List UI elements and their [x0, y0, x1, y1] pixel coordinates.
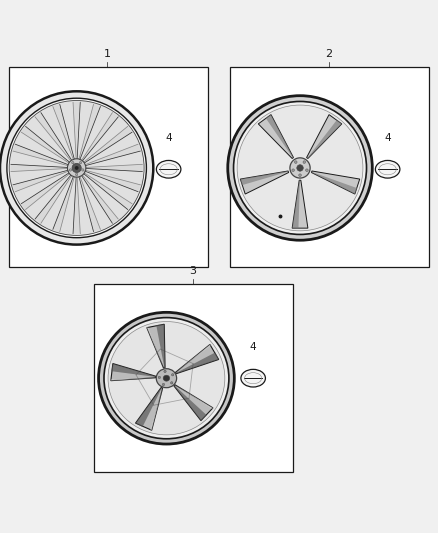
Polygon shape [175, 385, 213, 409]
Polygon shape [174, 385, 213, 421]
FancyBboxPatch shape [230, 67, 429, 266]
Polygon shape [82, 126, 132, 164]
Polygon shape [174, 385, 207, 421]
Polygon shape [53, 104, 75, 161]
Polygon shape [240, 171, 288, 185]
Polygon shape [11, 164, 70, 172]
Polygon shape [307, 120, 342, 158]
Polygon shape [81, 112, 118, 163]
Circle shape [292, 169, 294, 172]
Polygon shape [111, 378, 155, 381]
Polygon shape [35, 173, 73, 223]
Circle shape [228, 96, 372, 240]
Polygon shape [258, 115, 293, 158]
FancyBboxPatch shape [94, 284, 293, 472]
Polygon shape [311, 171, 360, 194]
Text: 4: 4 [250, 342, 257, 352]
Ellipse shape [156, 160, 181, 178]
Polygon shape [150, 388, 162, 430]
Polygon shape [135, 387, 162, 430]
Polygon shape [81, 173, 118, 223]
Circle shape [9, 101, 144, 236]
Polygon shape [78, 174, 100, 232]
Polygon shape [111, 364, 156, 381]
Circle shape [303, 161, 306, 164]
Circle shape [172, 374, 174, 376]
Polygon shape [176, 344, 211, 373]
Polygon shape [240, 171, 289, 194]
Polygon shape [311, 172, 357, 194]
Polygon shape [292, 180, 300, 229]
Circle shape [170, 382, 173, 384]
Circle shape [294, 161, 297, 164]
Polygon shape [35, 112, 73, 163]
FancyBboxPatch shape [9, 67, 208, 266]
Circle shape [79, 161, 81, 164]
Polygon shape [307, 115, 342, 158]
Circle shape [290, 158, 310, 178]
Polygon shape [156, 324, 165, 368]
Polygon shape [73, 175, 80, 234]
Circle shape [0, 91, 153, 245]
Polygon shape [82, 172, 132, 209]
Circle shape [69, 169, 71, 171]
Circle shape [299, 174, 301, 176]
Polygon shape [73, 102, 80, 161]
Circle shape [75, 173, 78, 175]
Circle shape [67, 159, 86, 177]
Circle shape [158, 376, 160, 378]
Circle shape [72, 161, 74, 164]
Polygon shape [292, 180, 308, 228]
Text: 2: 2 [325, 50, 332, 59]
Circle shape [82, 169, 84, 171]
Text: 1: 1 [104, 50, 111, 59]
Polygon shape [78, 104, 100, 161]
Polygon shape [83, 169, 140, 192]
Ellipse shape [375, 160, 400, 178]
Circle shape [233, 101, 367, 235]
Text: 4: 4 [165, 133, 172, 143]
Polygon shape [83, 144, 140, 166]
Polygon shape [176, 352, 219, 374]
Polygon shape [147, 327, 164, 368]
Ellipse shape [108, 321, 225, 435]
Circle shape [75, 166, 78, 170]
Ellipse shape [156, 369, 177, 387]
Circle shape [237, 105, 363, 231]
Circle shape [162, 383, 165, 386]
Polygon shape [111, 364, 156, 377]
Polygon shape [21, 172, 71, 209]
Ellipse shape [241, 369, 265, 387]
Polygon shape [53, 174, 75, 232]
Text: 3: 3 [189, 266, 196, 276]
Polygon shape [13, 169, 70, 192]
Circle shape [164, 370, 166, 373]
Circle shape [306, 169, 308, 172]
Ellipse shape [99, 312, 234, 444]
Polygon shape [84, 164, 143, 172]
Polygon shape [147, 324, 165, 368]
Polygon shape [265, 115, 293, 158]
Polygon shape [21, 126, 71, 164]
Polygon shape [176, 344, 219, 374]
Ellipse shape [104, 318, 229, 439]
Circle shape [72, 163, 81, 173]
Ellipse shape [163, 375, 170, 381]
Polygon shape [135, 387, 162, 427]
Circle shape [7, 98, 146, 238]
Text: 4: 4 [384, 133, 391, 143]
Polygon shape [13, 144, 70, 166]
Circle shape [297, 165, 303, 171]
